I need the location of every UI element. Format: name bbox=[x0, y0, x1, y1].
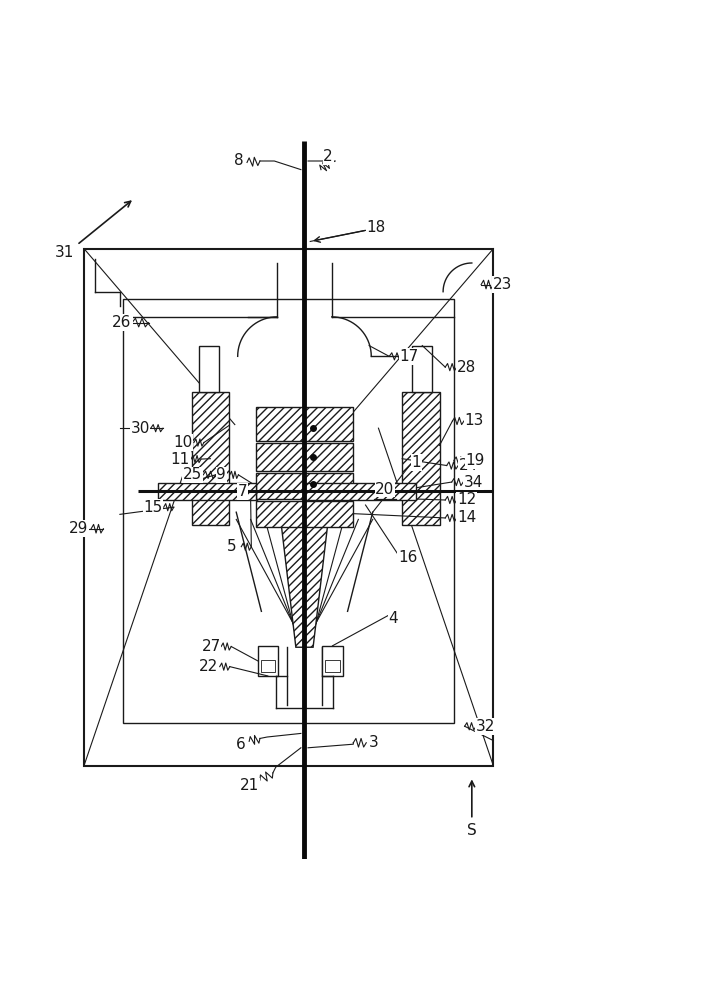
Bar bbox=[256, 407, 353, 441]
Text: 26: 26 bbox=[112, 315, 132, 330]
Text: S: S bbox=[467, 823, 477, 838]
Text: 16: 16 bbox=[398, 550, 417, 565]
Text: 9: 9 bbox=[216, 467, 226, 482]
Bar bbox=[304, 483, 416, 500]
Text: 32: 32 bbox=[476, 719, 495, 734]
Bar bbox=[325, 660, 340, 672]
Text: 15: 15 bbox=[143, 500, 162, 515]
Text: 14: 14 bbox=[457, 510, 477, 525]
Text: 30: 30 bbox=[131, 421, 150, 436]
Bar bbox=[256, 443, 353, 471]
Text: 24: 24 bbox=[459, 458, 478, 473]
Bar bbox=[199, 346, 219, 392]
Text: 4: 4 bbox=[389, 611, 398, 626]
Bar bbox=[84, 249, 493, 766]
Text: 28: 28 bbox=[457, 360, 477, 375]
Text: 17: 17 bbox=[399, 349, 419, 364]
Polygon shape bbox=[281, 527, 327, 647]
Text: 18: 18 bbox=[367, 220, 386, 235]
Text: 8: 8 bbox=[234, 153, 243, 168]
Text: 29: 29 bbox=[69, 521, 89, 536]
Text: 12: 12 bbox=[457, 492, 477, 508]
Text: 19: 19 bbox=[466, 453, 485, 468]
Bar bbox=[256, 501, 353, 527]
Text: 34: 34 bbox=[464, 475, 483, 490]
Bar bbox=[192, 392, 229, 525]
Text: 31: 31 bbox=[55, 245, 74, 260]
Text: 21: 21 bbox=[240, 778, 260, 793]
Text: 10: 10 bbox=[174, 435, 193, 450]
Bar bbox=[256, 473, 353, 499]
Bar bbox=[412, 346, 433, 392]
Bar bbox=[402, 392, 440, 525]
Text: 27: 27 bbox=[201, 639, 221, 654]
Text: 1: 1 bbox=[412, 455, 421, 470]
Text: 3: 3 bbox=[368, 735, 379, 750]
Text: 7: 7 bbox=[238, 484, 247, 499]
Text: 11: 11 bbox=[171, 452, 190, 467]
Text: 25: 25 bbox=[183, 467, 202, 482]
Text: 23: 23 bbox=[493, 277, 513, 292]
Bar bbox=[158, 483, 257, 500]
Text: 2: 2 bbox=[323, 149, 333, 164]
Bar bbox=[258, 646, 278, 676]
Text: 20: 20 bbox=[376, 482, 394, 497]
Text: 13: 13 bbox=[464, 413, 484, 428]
Text: 6: 6 bbox=[236, 737, 245, 752]
Bar bbox=[261, 660, 275, 672]
Bar bbox=[322, 646, 342, 676]
Text: 22: 22 bbox=[199, 659, 218, 674]
Bar bbox=[123, 299, 454, 723]
Text: 5: 5 bbox=[226, 539, 236, 554]
